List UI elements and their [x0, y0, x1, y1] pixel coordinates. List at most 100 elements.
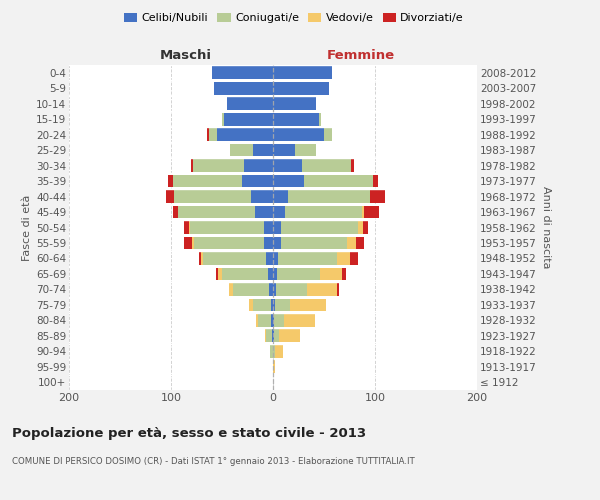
Bar: [289, 190, 370, 203]
Bar: [222, 268, 268, 280]
Bar: [191, 159, 193, 172]
Bar: [273, 113, 319, 126]
Bar: [295, 144, 316, 156]
Bar: [168, 174, 173, 188]
Bar: [242, 174, 273, 188]
Bar: [273, 206, 285, 218]
Bar: [184, 236, 193, 250]
Bar: [273, 159, 302, 172]
Bar: [264, 236, 273, 250]
Bar: [290, 298, 326, 311]
Bar: [320, 268, 343, 280]
Bar: [281, 221, 358, 234]
Bar: [370, 190, 385, 203]
Text: COMUNE DI PERSICO DOSIMO (CR) - Dati ISTAT 1° gennaio 2013 - Elaborazione TUTTIT: COMUNE DI PERSICO DOSIMO (CR) - Dati IST…: [12, 458, 415, 466]
Bar: [273, 221, 281, 234]
Bar: [273, 174, 304, 188]
Bar: [230, 144, 253, 156]
Bar: [224, 113, 273, 126]
Bar: [193, 236, 194, 250]
Y-axis label: Fasce di età: Fasce di età: [22, 194, 32, 260]
Legend: Celibi/Nubili, Coniugati/e, Vedovi/e, Divorziati/e: Celibi/Nubili, Coniugati/e, Vedovi/e, Di…: [119, 8, 469, 28]
Bar: [274, 330, 279, 342]
Bar: [178, 206, 254, 218]
Bar: [227, 98, 273, 110]
Bar: [275, 298, 290, 311]
Bar: [256, 314, 258, 326]
Text: Popolazione per età, sesso e stato civile - 2013: Popolazione per età, sesso e stato civil…: [12, 428, 366, 440]
Bar: [212, 66, 273, 79]
Bar: [268, 268, 273, 280]
Bar: [271, 298, 273, 311]
Bar: [244, 159, 273, 172]
Text: Femmine: Femmine: [326, 49, 395, 62]
Bar: [324, 128, 332, 141]
Bar: [356, 236, 364, 250]
Bar: [319, 113, 321, 126]
Bar: [362, 206, 364, 218]
Bar: [216, 268, 218, 280]
Bar: [273, 330, 274, 342]
Bar: [233, 283, 269, 296]
Bar: [273, 98, 316, 110]
Bar: [190, 221, 264, 234]
Bar: [265, 330, 266, 342]
Bar: [350, 159, 353, 172]
Bar: [174, 190, 251, 203]
Bar: [373, 174, 378, 188]
Bar: [166, 190, 174, 203]
Bar: [278, 252, 337, 265]
Bar: [200, 252, 203, 265]
Bar: [270, 345, 273, 358]
Bar: [281, 236, 347, 250]
Bar: [193, 159, 244, 172]
Bar: [214, 82, 273, 94]
Bar: [251, 190, 273, 203]
Bar: [248, 298, 253, 311]
Bar: [275, 345, 283, 358]
Bar: [349, 252, 358, 265]
Bar: [273, 144, 295, 156]
Bar: [266, 252, 273, 265]
Bar: [271, 314, 273, 326]
Bar: [218, 268, 222, 280]
Bar: [258, 314, 271, 326]
Bar: [285, 206, 362, 218]
Bar: [173, 174, 242, 188]
Bar: [222, 113, 224, 126]
Bar: [358, 221, 363, 234]
Bar: [273, 236, 281, 250]
Bar: [272, 330, 273, 342]
Bar: [273, 66, 332, 79]
Bar: [264, 221, 273, 234]
Bar: [273, 360, 275, 373]
Bar: [184, 221, 190, 234]
Bar: [337, 252, 349, 265]
Bar: [273, 283, 276, 296]
Bar: [343, 268, 346, 280]
Bar: [203, 252, 266, 265]
Bar: [363, 221, 368, 234]
Y-axis label: Anni di nascita: Anni di nascita: [541, 186, 551, 269]
Bar: [273, 298, 275, 311]
Bar: [302, 159, 350, 172]
Bar: [273, 190, 289, 203]
Bar: [254, 206, 273, 218]
Bar: [209, 128, 217, 141]
Bar: [273, 345, 275, 358]
Bar: [199, 252, 200, 265]
Bar: [279, 330, 299, 342]
Bar: [273, 268, 277, 280]
Bar: [277, 268, 320, 280]
Bar: [273, 82, 329, 94]
Bar: [194, 236, 264, 250]
Bar: [173, 206, 178, 218]
Bar: [273, 128, 324, 141]
Bar: [276, 283, 307, 296]
Bar: [364, 206, 379, 218]
Bar: [347, 236, 356, 250]
Bar: [284, 314, 315, 326]
Bar: [269, 283, 273, 296]
Bar: [253, 298, 271, 311]
Bar: [337, 283, 340, 296]
